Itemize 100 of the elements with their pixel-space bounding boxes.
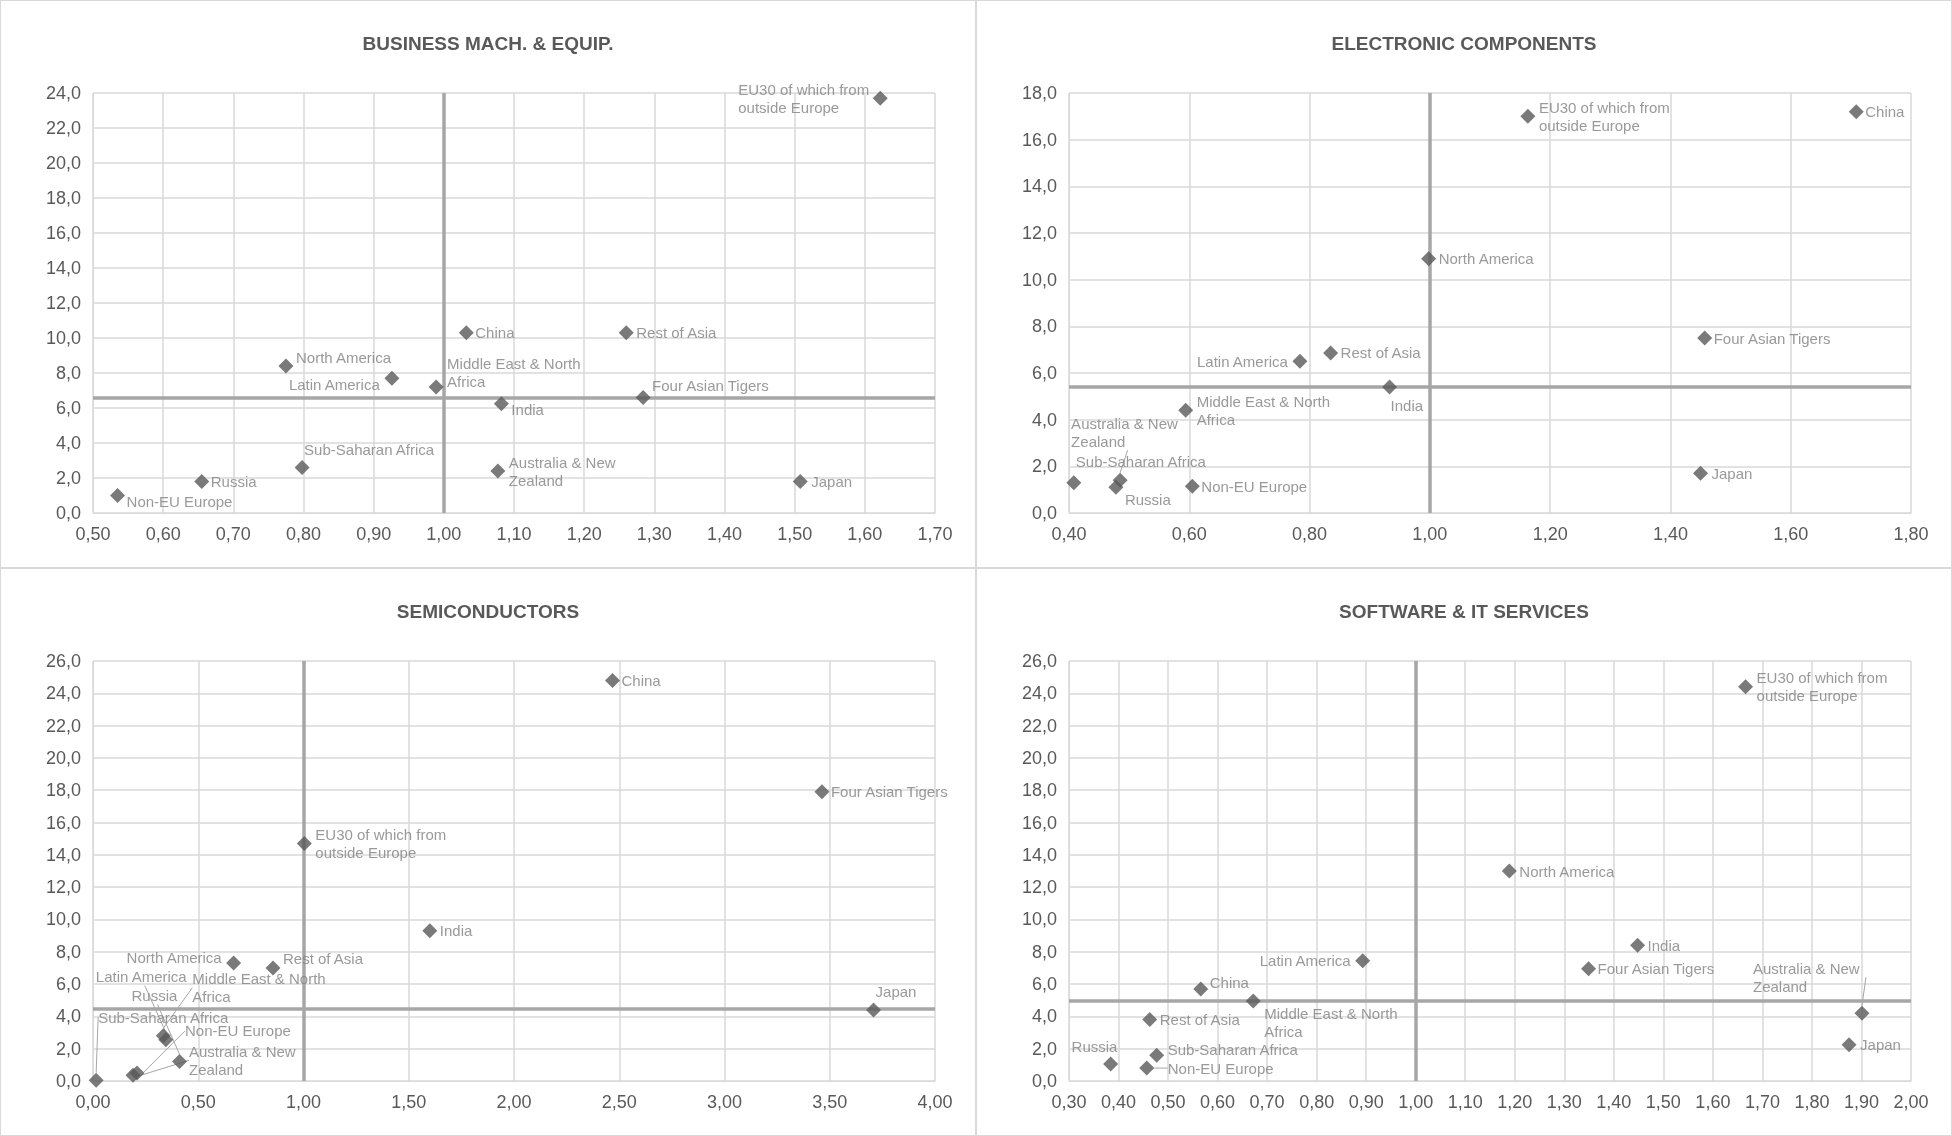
point xyxy=(1355,953,1371,969)
y-tick-label: 10,0 xyxy=(1021,909,1057,930)
x-tick-label: 0,60 xyxy=(1171,524,1207,544)
point xyxy=(110,488,126,503)
x-tick-label: 0,90 xyxy=(1348,1092,1384,1112)
y-tick-label: 2,0 xyxy=(55,468,81,488)
x-tick-label: 1,30 xyxy=(1546,1092,1582,1112)
point xyxy=(1848,104,1864,120)
x-tick-label: 0,40 xyxy=(1051,524,1087,544)
data-label: North America xyxy=(126,948,223,966)
y-tick-label: 0,0 xyxy=(55,503,81,523)
x-tick-label: 0,40 xyxy=(1101,1092,1137,1112)
chart-title: SOFTWARE & IT SERVICES xyxy=(1339,601,1589,622)
y-tick-label: 24,0 xyxy=(1021,683,1057,704)
data-label: Rest of Asia xyxy=(636,324,717,342)
data-label: Japan xyxy=(811,473,853,490)
point xyxy=(1292,353,1308,369)
y-tick-label: 6,0 xyxy=(55,974,81,995)
point xyxy=(1501,863,1517,879)
data-label: Australia & New Zealand xyxy=(1071,414,1182,450)
data-label: Four Asian Tigers xyxy=(1713,329,1831,347)
x-tick-label: 0,80 xyxy=(1292,524,1328,544)
y-tick-label: 14,0 xyxy=(45,844,81,865)
x-tick-label: 0,30 xyxy=(1051,1092,1087,1112)
data-label: EU30 of which from outside Europe xyxy=(738,80,874,116)
data-label: Middle East & North Africa xyxy=(1264,1004,1402,1040)
y-tick-label: 2,0 xyxy=(1031,1038,1057,1059)
y-tick-label: 8,0 xyxy=(1031,941,1057,962)
data-label: India xyxy=(1647,936,1681,954)
data-label: EU30 of which from outside Europe xyxy=(1756,669,1892,705)
data-label: India xyxy=(511,401,545,419)
chart-title: ELECTRONIC COMPONENTS xyxy=(1331,33,1597,54)
point xyxy=(458,325,474,341)
point xyxy=(172,1054,188,1070)
y-tick-label: 6,0 xyxy=(55,398,81,418)
x-tick-label: 1,60 xyxy=(1773,524,1809,544)
y-tick-label: 16,0 xyxy=(45,223,81,243)
data-label: Russia xyxy=(210,473,258,490)
point xyxy=(866,1002,882,1018)
point xyxy=(422,923,438,939)
x-tick-label: 3,00 xyxy=(706,1092,743,1112)
y-tick-label: 22,0 xyxy=(1021,715,1057,736)
point xyxy=(1854,1005,1870,1021)
x-tick-label: 1,50 xyxy=(391,1092,427,1112)
y-tick-label: 0,0 xyxy=(55,1071,81,1091)
x-tick-label: 1,70 xyxy=(1744,1092,1780,1112)
chart-title: SEMICONDUCTORS xyxy=(396,601,580,622)
data-label: EU30 of which from outside Europe xyxy=(1538,98,1674,134)
point xyxy=(226,955,242,971)
y-tick-label: 6,0 xyxy=(1031,974,1057,995)
point xyxy=(1184,478,1200,494)
data-label: North America xyxy=(1519,862,1616,880)
y-tick-label: 18,0 xyxy=(45,780,81,801)
point xyxy=(384,370,400,386)
data-label: Russia xyxy=(1124,490,1172,508)
y-tick-label: 2,0 xyxy=(55,1038,81,1059)
point xyxy=(1630,937,1646,953)
y-tick-label: 4,0 xyxy=(1031,409,1057,430)
y-tick-label: 18,0 xyxy=(45,188,81,208)
point xyxy=(1108,479,1124,495)
point xyxy=(792,474,808,489)
point xyxy=(158,1032,174,1048)
y-tick-label: 12,0 xyxy=(45,877,81,898)
y-tick-label: 26,0 xyxy=(1021,651,1057,671)
x-tick-label: 1,40 xyxy=(706,524,743,544)
point xyxy=(1142,1012,1158,1028)
y-tick-label: 24,0 xyxy=(45,683,81,704)
point xyxy=(1323,345,1339,361)
y-tick-label: 0,0 xyxy=(1031,503,1057,523)
data-label: Non-EU Europe xyxy=(1167,1059,1274,1077)
x-tick-label: 1,50 xyxy=(1645,1092,1681,1112)
data-label: Middle East & North Africa xyxy=(447,354,585,390)
point xyxy=(294,460,310,475)
data-label: Australia & New Zealand xyxy=(508,453,620,489)
point xyxy=(490,463,506,479)
y-tick-label: 12,0 xyxy=(1021,223,1057,243)
point xyxy=(1693,465,1708,481)
y-tick-label: 18,0 xyxy=(1021,83,1057,103)
y-tick-label: 14,0 xyxy=(45,258,81,278)
x-tick-label: 0,50 xyxy=(1150,1092,1186,1112)
data-label: Japan xyxy=(875,983,917,1001)
data-label: Sub-Saharan Africa xyxy=(304,441,435,458)
y-tick-label: 26,0 xyxy=(45,651,81,671)
y-tick-label: 4,0 xyxy=(1031,1006,1057,1027)
x-tick-label: 1,00 xyxy=(285,1092,322,1112)
point xyxy=(814,784,830,800)
data-label: Sub-Saharan Africa xyxy=(1167,1040,1299,1058)
data-label: China xyxy=(1209,974,1250,992)
y-tick-label: 20,0 xyxy=(1021,747,1057,768)
data-label: Latin America xyxy=(95,968,188,986)
data-label: India xyxy=(1390,396,1424,414)
x-tick-label: 1,00 xyxy=(1398,1092,1434,1112)
point xyxy=(1245,993,1261,1009)
point xyxy=(296,836,312,852)
data-label: North America xyxy=(1438,250,1535,268)
data-label: Latin America xyxy=(288,375,381,393)
data-label: China xyxy=(1865,103,1906,121)
x-tick-label: 1,20 xyxy=(1532,524,1568,544)
data-label: Four Asian Tigers xyxy=(1597,960,1715,978)
point xyxy=(1581,961,1597,977)
